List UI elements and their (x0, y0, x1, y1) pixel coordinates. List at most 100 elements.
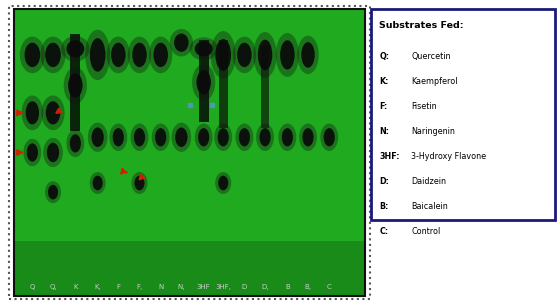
Ellipse shape (43, 138, 63, 167)
Text: 3HF: 3HF (197, 284, 210, 290)
Ellipse shape (90, 38, 105, 72)
Text: C: C (327, 284, 331, 290)
Ellipse shape (41, 37, 65, 73)
Text: B:: B: (379, 202, 389, 211)
Text: Quercetin: Quercetin (411, 52, 451, 61)
Ellipse shape (23, 139, 41, 166)
Text: D:: D: (379, 177, 389, 186)
Ellipse shape (45, 43, 61, 67)
Ellipse shape (299, 124, 317, 151)
Ellipse shape (47, 143, 59, 162)
Text: 3HF:: 3HF: (379, 152, 400, 161)
Ellipse shape (132, 43, 147, 67)
Text: Substrates Fed:: Substrates Fed: (379, 21, 464, 30)
Ellipse shape (278, 124, 296, 151)
Ellipse shape (107, 37, 130, 73)
Ellipse shape (90, 172, 105, 194)
Bar (261, 46, 269, 128)
Ellipse shape (192, 64, 215, 101)
Ellipse shape (27, 143, 38, 162)
Text: D: D (242, 284, 247, 290)
Text: F: F (116, 284, 121, 290)
Text: D,: D, (261, 284, 269, 290)
Ellipse shape (239, 128, 250, 146)
Ellipse shape (68, 73, 83, 98)
Text: Naringenin: Naringenin (411, 127, 455, 136)
Ellipse shape (302, 128, 314, 146)
Ellipse shape (218, 176, 228, 190)
Text: Q:: Q: (379, 52, 389, 61)
Ellipse shape (109, 124, 127, 151)
Ellipse shape (233, 37, 256, 73)
Ellipse shape (111, 43, 126, 67)
Ellipse shape (70, 134, 81, 152)
Ellipse shape (196, 70, 211, 95)
Ellipse shape (276, 33, 299, 77)
Text: K: K (73, 284, 78, 290)
Text: N,: N, (177, 284, 185, 290)
Text: F:: F: (379, 102, 388, 111)
Ellipse shape (134, 176, 145, 190)
Text: 3HF,: 3HF, (215, 284, 231, 290)
Ellipse shape (88, 123, 108, 152)
Text: Fisetin: Fisetin (411, 102, 437, 111)
Text: K:: K: (379, 77, 389, 86)
Ellipse shape (215, 172, 231, 194)
Ellipse shape (155, 128, 166, 146)
Text: B,: B, (305, 284, 311, 290)
Ellipse shape (195, 41, 213, 56)
Ellipse shape (26, 101, 39, 124)
Ellipse shape (131, 124, 148, 151)
Ellipse shape (20, 37, 45, 73)
Text: 3-Hydroxy Flavone: 3-Hydroxy Flavone (411, 152, 487, 161)
Ellipse shape (45, 181, 61, 203)
Ellipse shape (258, 40, 272, 70)
Ellipse shape (149, 37, 172, 73)
Ellipse shape (128, 37, 151, 73)
Bar (70, 34, 80, 131)
Ellipse shape (25, 43, 40, 67)
Text: K,: K, (94, 284, 101, 290)
Ellipse shape (237, 43, 252, 67)
Ellipse shape (198, 128, 209, 146)
Ellipse shape (132, 172, 147, 194)
Text: Daidzein: Daidzein (411, 177, 446, 186)
Ellipse shape (46, 101, 60, 124)
Ellipse shape (324, 128, 335, 146)
Text: Baicalein: Baicalein (411, 202, 448, 211)
Ellipse shape (256, 124, 274, 151)
Text: B: B (285, 284, 290, 290)
Ellipse shape (134, 128, 145, 146)
Ellipse shape (301, 42, 315, 68)
Ellipse shape (218, 128, 229, 146)
Bar (14, 241, 365, 296)
Ellipse shape (280, 40, 295, 70)
Ellipse shape (171, 123, 191, 152)
Text: Kaempferol: Kaempferol (411, 77, 458, 86)
Ellipse shape (113, 128, 124, 146)
Ellipse shape (170, 29, 193, 56)
Ellipse shape (259, 128, 271, 146)
Ellipse shape (61, 36, 90, 62)
Ellipse shape (211, 31, 235, 79)
Ellipse shape (253, 32, 277, 78)
Ellipse shape (195, 124, 213, 151)
Text: N:: N: (379, 127, 389, 136)
Bar (219, 40, 228, 128)
Ellipse shape (41, 95, 65, 130)
Ellipse shape (189, 38, 218, 60)
Text: Q: Q (30, 284, 35, 290)
Ellipse shape (152, 124, 170, 151)
Ellipse shape (214, 124, 232, 151)
Ellipse shape (320, 124, 338, 151)
Ellipse shape (297, 36, 319, 74)
FancyBboxPatch shape (14, 9, 365, 296)
Ellipse shape (48, 185, 58, 199)
Ellipse shape (174, 34, 189, 52)
Ellipse shape (215, 39, 231, 71)
Ellipse shape (153, 43, 168, 67)
Text: Q,: Q, (49, 284, 57, 290)
Ellipse shape (64, 67, 87, 104)
Ellipse shape (93, 176, 103, 190)
Text: N: N (158, 284, 163, 290)
